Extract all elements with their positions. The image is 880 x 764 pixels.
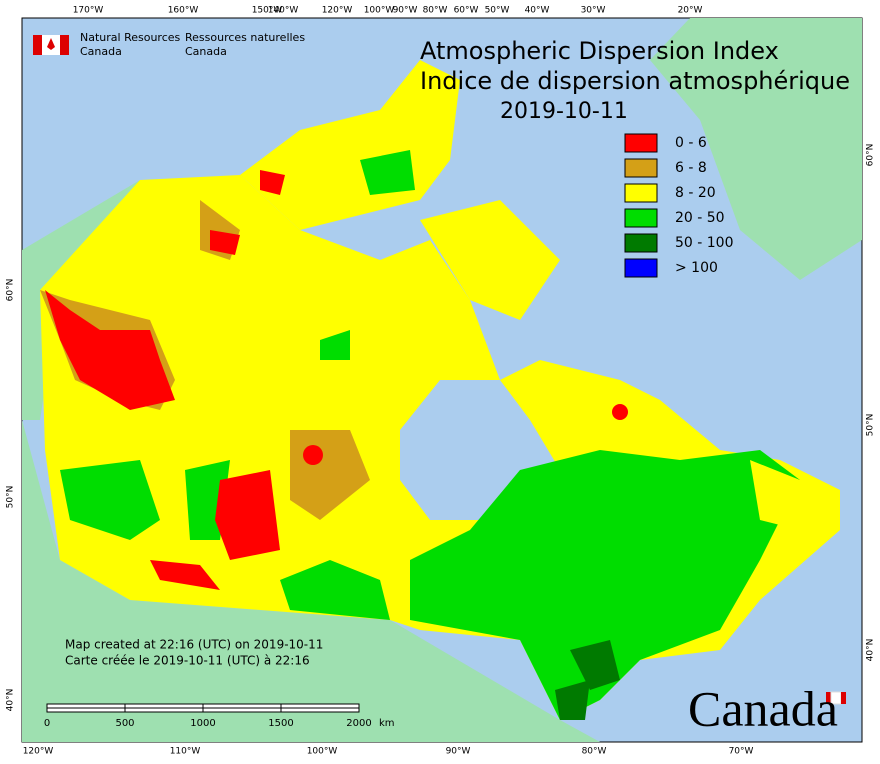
map-date: 2019-10-11 [500,99,628,124]
scale-segment [280,703,360,709]
graticule-right: 60°N [866,144,876,167]
scale-label: 0 [44,718,50,729]
graticule-bottom: 110°W [170,747,201,757]
scale-label: 2000 [346,718,371,729]
wordmark: Canada [688,680,838,736]
scale-segment [280,707,360,713]
graticule-top: 170°W [73,6,104,16]
graticule-top: 50°W [485,6,510,16]
legend-label: > 100 [675,260,718,276]
graticule-left: 60°N [6,279,16,302]
scale-segment [202,707,282,713]
graticule-top: 40°W [525,6,550,16]
title-en: Atmospheric Dispersion Index [420,37,779,65]
agency-fr-country: Canada [185,45,227,58]
scale-label: 500 [115,718,134,729]
graticule-bottom: 80°W [582,747,607,757]
agency-en: Natural Resources [80,31,181,44]
graticule-top: 150°W [252,6,283,16]
scale-segment [202,703,282,709]
graticule-bottom: 100°W [307,747,338,757]
scale-segment [46,703,126,709]
legend-swatch [624,233,658,253]
legend-label: 8 - 20 [675,185,716,201]
graticule-left: 40°N [6,689,16,712]
scale-segment [124,707,204,713]
scale-label: 1500 [268,718,293,729]
note-en: Map created at 22:16 (UTC) on 2019-10-11 [65,638,323,652]
legend-label: 50 - 100 [675,235,734,251]
graticule-bottom: 90°W [446,747,471,757]
legend-swatch [624,133,658,153]
graticule-top: 90°W [393,6,418,16]
legend-label: 20 - 50 [675,210,725,226]
scale-label: 1000 [190,718,215,729]
legend-label: 0 - 6 [675,135,707,151]
scale-segment [124,703,204,709]
logo-flag [33,35,846,705]
legend-swatch [624,183,658,203]
graticule-top: 100°W [364,6,395,16]
note-fr: Carte créée le 2019-10-11 (UTC) à 22:16 [65,654,310,668]
graticule-top: 160°W [168,6,199,16]
graticule-top: 140°W [268,6,299,16]
graticule-left: 50°N [6,486,16,509]
scale-segment [46,707,126,713]
graticule-top: 120°W [322,6,353,16]
graticule-top: 80°W [423,6,448,16]
basemap [22,18,862,742]
graticule-right: 40°N [866,639,876,662]
agency-en-country: Canada [80,45,122,58]
legend-label: 6 - 8 [675,160,707,176]
graticule-top: 30°W [581,6,606,16]
graticule-right: 50°N [866,414,876,437]
graticule-top: 60°W [454,6,479,16]
title-fr: Indice de dispersion atmosphérique [420,67,850,95]
graticule-bottom: 120°W [23,747,54,757]
graticule-top: 20°W [678,6,703,16]
legend-swatch [624,158,658,178]
legend-swatch [624,258,658,278]
graticule-bottom: 70°W [729,747,754,757]
legend-swatch [624,208,658,228]
scale-unit: km [379,718,395,729]
agency-fr: Ressources naturelles [185,31,305,44]
